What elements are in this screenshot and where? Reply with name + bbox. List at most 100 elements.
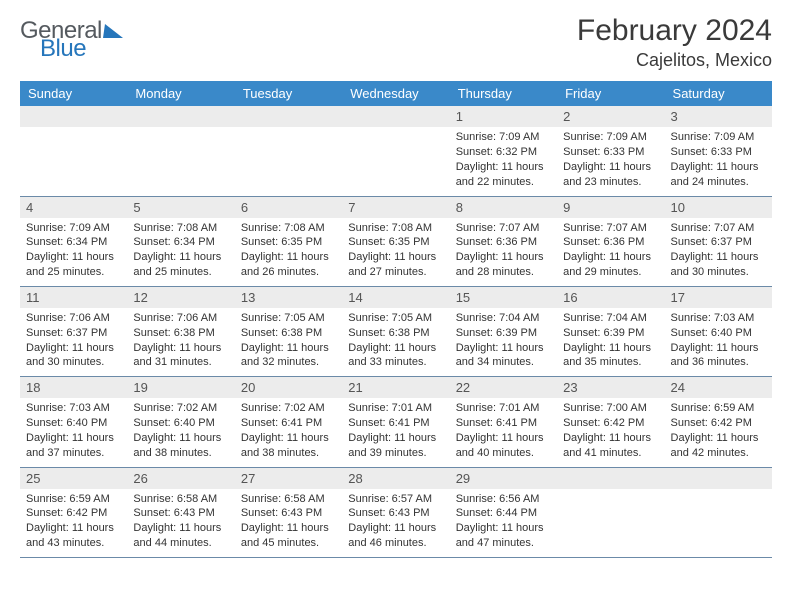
day-body: Sunrise: 7:09 AMSunset: 6:32 PMDaylight:… [450, 127, 557, 195]
sunset-line: Sunset: 6:32 PM [456, 145, 551, 160]
logo-word-blue: Blue [40, 38, 124, 60]
calendar-cell: 25Sunrise: 6:59 AMSunset: 6:42 PMDayligh… [20, 467, 127, 557]
calendar-cell: 9Sunrise: 7:07 AMSunset: 6:36 PMDaylight… [557, 196, 664, 286]
calendar-cell: 2Sunrise: 7:09 AMSunset: 6:33 PMDaylight… [557, 106, 664, 196]
sunset-line: Sunset: 6:37 PM [671, 235, 766, 250]
daylight-line: Daylight: 11 hours and 22 minutes. [456, 160, 551, 190]
sunrise-line: Sunrise: 7:02 AM [133, 401, 228, 416]
weekday-header: Thursday [450, 81, 557, 106]
daylight-line: Daylight: 11 hours and 32 minutes. [241, 341, 336, 371]
sunrise-line: Sunrise: 6:58 AM [241, 492, 336, 507]
daylight-line: Daylight: 11 hours and 44 minutes. [133, 521, 228, 551]
sunset-line: Sunset: 6:36 PM [456, 235, 551, 250]
day-number: 7 [342, 197, 449, 218]
logo-sail-icon [103, 24, 125, 38]
calendar-cell: 11Sunrise: 7:06 AMSunset: 6:37 PMDayligh… [20, 286, 127, 376]
day-number: 6 [235, 197, 342, 218]
sunset-line: Sunset: 6:34 PM [26, 235, 121, 250]
sunset-line: Sunset: 6:43 PM [133, 506, 228, 521]
daylight-line: Daylight: 11 hours and 41 minutes. [563, 431, 658, 461]
day-number: 22 [450, 377, 557, 398]
daylight-line: Daylight: 11 hours and 47 minutes. [456, 521, 551, 551]
calendar-cell: 4Sunrise: 7:09 AMSunset: 6:34 PMDaylight… [20, 196, 127, 286]
title-block: February 2024 Cajelitos, Mexico [577, 14, 772, 71]
day-body: Sunrise: 6:57 AMSunset: 6:43 PMDaylight:… [342, 489, 449, 557]
sunrise-line: Sunrise: 7:05 AM [241, 311, 336, 326]
sunrise-line: Sunrise: 7:09 AM [456, 130, 551, 145]
sunset-line: Sunset: 6:41 PM [348, 416, 443, 431]
sunrise-line: Sunrise: 6:58 AM [133, 492, 228, 507]
day-number: 18 [20, 377, 127, 398]
calendar-week-row: 1Sunrise: 7:09 AMSunset: 6:32 PMDaylight… [20, 106, 772, 196]
header: General Blue February 2024 Cajelitos, Me… [20, 14, 772, 71]
calendar-week-row: 25Sunrise: 6:59 AMSunset: 6:42 PMDayligh… [20, 467, 772, 557]
calendar-cell: 19Sunrise: 7:02 AMSunset: 6:40 PMDayligh… [127, 377, 234, 467]
sunset-line: Sunset: 6:39 PM [456, 326, 551, 341]
day-number: 15 [450, 287, 557, 308]
sunset-line: Sunset: 6:35 PM [241, 235, 336, 250]
day-number: 26 [127, 468, 234, 489]
daylight-line: Daylight: 11 hours and 27 minutes. [348, 250, 443, 280]
sunset-line: Sunset: 6:33 PM [671, 145, 766, 160]
day-number: 13 [235, 287, 342, 308]
sunset-line: Sunset: 6:41 PM [456, 416, 551, 431]
day-body: Sunrise: 7:00 AMSunset: 6:42 PMDaylight:… [557, 398, 664, 466]
day-body: Sunrise: 7:06 AMSunset: 6:38 PMDaylight:… [127, 308, 234, 376]
day-body: Sunrise: 7:06 AMSunset: 6:37 PMDaylight:… [20, 308, 127, 376]
day-body: Sunrise: 7:09 AMSunset: 6:33 PMDaylight:… [665, 127, 772, 195]
daylight-line: Daylight: 11 hours and 39 minutes. [348, 431, 443, 461]
calendar-week-row: 4Sunrise: 7:09 AMSunset: 6:34 PMDaylight… [20, 196, 772, 286]
day-body: Sunrise: 7:04 AMSunset: 6:39 PMDaylight:… [450, 308, 557, 376]
day-number: 17 [665, 287, 772, 308]
day-body: Sunrise: 6:59 AMSunset: 6:42 PMDaylight:… [665, 398, 772, 466]
calendar-cell: 29Sunrise: 6:56 AMSunset: 6:44 PMDayligh… [450, 467, 557, 557]
daylight-line: Daylight: 11 hours and 26 minutes. [241, 250, 336, 280]
sunset-line: Sunset: 6:42 PM [671, 416, 766, 431]
day-body: Sunrise: 6:58 AMSunset: 6:43 PMDaylight:… [127, 489, 234, 557]
calendar-cell: 5Sunrise: 7:08 AMSunset: 6:34 PMDaylight… [127, 196, 234, 286]
day-number: 19 [127, 377, 234, 398]
sunrise-line: Sunrise: 6:59 AM [671, 401, 766, 416]
sunrise-line: Sunrise: 7:09 AM [26, 221, 121, 236]
calendar-cell: 26Sunrise: 6:58 AMSunset: 6:43 PMDayligh… [127, 467, 234, 557]
day-number: 9 [557, 197, 664, 218]
sunset-line: Sunset: 6:38 PM [348, 326, 443, 341]
calendar-body: 1Sunrise: 7:09 AMSunset: 6:32 PMDaylight… [20, 106, 772, 558]
day-number: 4 [20, 197, 127, 218]
sunrise-line: Sunrise: 7:05 AM [348, 311, 443, 326]
daylight-line: Daylight: 11 hours and 43 minutes. [26, 521, 121, 551]
day-number: 10 [665, 197, 772, 218]
calendar-cell: 17Sunrise: 7:03 AMSunset: 6:40 PMDayligh… [665, 286, 772, 376]
daylight-line: Daylight: 11 hours and 30 minutes. [26, 341, 121, 371]
calendar-cell [20, 106, 127, 196]
daylight-line: Daylight: 11 hours and 28 minutes. [456, 250, 551, 280]
day-body: Sunrise: 6:56 AMSunset: 6:44 PMDaylight:… [450, 489, 557, 557]
day-number: 16 [557, 287, 664, 308]
weekday-header: Wednesday [342, 81, 449, 106]
day-body: Sunrise: 7:07 AMSunset: 6:36 PMDaylight:… [450, 218, 557, 286]
weekday-header: Tuesday [235, 81, 342, 106]
day-number: 27 [235, 468, 342, 489]
daylight-line: Daylight: 11 hours and 46 minutes. [348, 521, 443, 551]
calendar-cell: 6Sunrise: 7:08 AMSunset: 6:35 PMDaylight… [235, 196, 342, 286]
day-number: 5 [127, 197, 234, 218]
day-body: Sunrise: 7:03 AMSunset: 6:40 PMDaylight:… [20, 398, 127, 466]
daylight-line: Daylight: 11 hours and 25 minutes. [133, 250, 228, 280]
day-body: Sunrise: 7:09 AMSunset: 6:34 PMDaylight:… [20, 218, 127, 286]
sunset-line: Sunset: 6:35 PM [348, 235, 443, 250]
sunset-line: Sunset: 6:41 PM [241, 416, 336, 431]
calendar-cell: 28Sunrise: 6:57 AMSunset: 6:43 PMDayligh… [342, 467, 449, 557]
location: Cajelitos, Mexico [577, 50, 772, 71]
daylight-line: Daylight: 11 hours and 38 minutes. [241, 431, 336, 461]
sunset-line: Sunset: 6:42 PM [563, 416, 658, 431]
day-body: Sunrise: 7:08 AMSunset: 6:35 PMDaylight:… [342, 218, 449, 286]
daylight-line: Daylight: 11 hours and 37 minutes. [26, 431, 121, 461]
calendar-cell [235, 106, 342, 196]
sunrise-line: Sunrise: 7:04 AM [563, 311, 658, 326]
calendar-head: SundayMondayTuesdayWednesdayThursdayFrid… [20, 81, 772, 106]
day-number: 25 [20, 468, 127, 489]
sunset-line: Sunset: 6:33 PM [563, 145, 658, 160]
logo: General Blue [20, 20, 124, 59]
daylight-line: Daylight: 11 hours and 45 minutes. [241, 521, 336, 551]
day-body: Sunrise: 7:08 AMSunset: 6:34 PMDaylight:… [127, 218, 234, 286]
